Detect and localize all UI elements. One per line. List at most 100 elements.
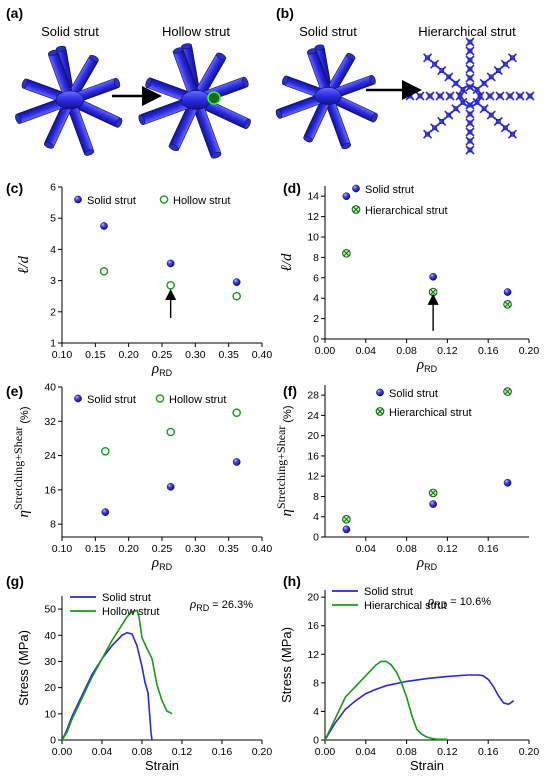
hier-bar-b-5-2 — [451, 104, 461, 114]
hier-node-4-4 — [467, 129, 473, 135]
hier-node-1-3 — [488, 74, 494, 80]
y-tick-label-g-4: 40 — [44, 630, 56, 642]
hier-bar-b-4-5 — [465, 136, 475, 146]
annotation-value-h: = 10.6% — [447, 596, 491, 608]
point-e-0-0 — [101, 508, 110, 516]
strutB1-hub — [314, 87, 342, 105]
y-tick-label-e-3: 32 — [44, 416, 56, 428]
strutA1-rod-8-end — [47, 49, 58, 57]
x-tick-label-f-0: 0.04 — [356, 543, 377, 555]
legend-entry-h-0: Solid strut — [332, 586, 413, 598]
x-tick-label-d-1: 0.04 — [356, 345, 377, 357]
hier-bar-b-1-2 — [479, 78, 489, 88]
hier-bar-b-4-2 — [465, 109, 475, 119]
series-e-1 — [101, 408, 241, 456]
series-e-0 — [101, 458, 241, 516]
hier-cell-6-6 — [405, 91, 415, 101]
y-tick-label-c-0: 1 — [50, 338, 56, 350]
legend-marker-c-1 — [159, 195, 169, 204]
point-d-1-0 — [342, 248, 351, 258]
strutA2-hub — [181, 90, 212, 110]
y-tick-label-f-5: 20 — [307, 430, 319, 442]
x-tick-label-d-4: 0.16 — [478, 345, 499, 357]
strutA2-rod-3-end — [243, 118, 251, 130]
x-tick-label-f-2: 0.12 — [437, 543, 458, 555]
panel-a-illustration: (a) Solid strut Hollow strut — [6, 5, 251, 159]
legend-entry-h-1: Hierarchical strut — [332, 600, 447, 612]
chart-e: (e) 0.10 0.15 0.20 0.25 0.30 0.35 0.40 8 16 24 32 40… — [6, 382, 272, 573]
line-g-0 — [61, 631, 153, 741]
legend-entry-d-1: Hierarchical strut — [351, 205, 448, 217]
panel-label-h: (h) — [283, 573, 301, 589]
y-tick-label-f-3: 12 — [307, 471, 319, 483]
hier-bar-b-1-4 — [493, 65, 503, 76]
x-axis-label-e: ρRD — [151, 555, 173, 572]
y-tick-label-d-7: 14 — [307, 191, 319, 203]
hier-bar-b-7-4 — [437, 65, 447, 76]
hier-node-5-6 — [425, 131, 430, 137]
panel-a-left-caption: Solid strut — [41, 24, 99, 39]
annotation-sym-h: ρ — [427, 593, 434, 608]
point-f-0-1 — [429, 500, 437, 508]
hier-node-7-2 — [453, 80, 459, 86]
y-tick-label-f-4: 16 — [307, 450, 319, 462]
legend-entry-g-0: Solid strut — [70, 592, 151, 604]
y-axis-label-sup-f: Stretching+Shear — [274, 426, 288, 509]
solid-strut-lattice-b — [275, 44, 378, 150]
hier-node-5-4 — [439, 119, 445, 124]
legend-label-c-0: Solid strut — [87, 195, 136, 207]
y-tick-label-g-2: 20 — [44, 682, 56, 694]
strutA2-rod-4 — [191, 98, 222, 159]
hier-node-2-3 — [497, 93, 503, 99]
x-tick-label-g-0: 0.00 — [52, 746, 73, 758]
strutB1-rod-5-end — [303, 135, 313, 143]
hier-cell-4-3 — [465, 118, 475, 128]
line-h-0 — [324, 674, 515, 741]
strutB1-rod-4-end — [341, 142, 352, 150]
x-tick-label-f-1: 0.08 — [396, 543, 417, 555]
x-axis-label-h: Strain — [410, 758, 444, 773]
hier-node-7-5 — [432, 61, 438, 67]
y-tick-label-f-0: 0 — [313, 532, 319, 544]
hier-bar-b-2-2 — [485, 91, 495, 101]
hier-bar-b-3-3 — [486, 110, 496, 120]
hier-cell-7-2 — [451, 78, 461, 88]
x-axis-label-sub-f: RD — [424, 562, 437, 572]
hier-bar-b-6-4 — [425, 91, 435, 101]
legend-marker-c-0 — [74, 195, 82, 204]
strutB1-rod-7-end — [281, 75, 289, 86]
hier-cell-5-3 — [444, 110, 454, 120]
hier-cell-6-4 — [425, 91, 435, 101]
hier-hub — [459, 85, 481, 107]
y-axis-label-g: Stress (MPa) — [16, 630, 31, 706]
hier-cell-0-2 — [465, 73, 475, 83]
panel-a-label: (a) — [6, 5, 23, 21]
x-tick-label-h-3: 0.12 — [437, 746, 458, 758]
hier-node-3-2 — [481, 106, 487, 112]
hier-cell-0-3 — [465, 64, 475, 74]
y-axis-label-sym-f: η — [279, 509, 295, 516]
point-f-0-0 — [342, 525, 351, 534]
strutA2-rod-6-end — [138, 114, 145, 126]
x-tick-label-e-2: 0.20 — [118, 543, 139, 555]
x-tick-label-e-1: 0.15 — [85, 543, 106, 555]
hier-cell-2-5 — [515, 91, 525, 101]
line-g-1 — [61, 609, 173, 741]
hier-node-1-2 — [481, 80, 487, 86]
y-tick-label-h-5: 20 — [307, 592, 319, 604]
x-tick-label-h-4: 0.16 — [478, 746, 499, 758]
series-g-0 — [61, 631, 153, 741]
y-tick-label-h-0: 0 — [313, 735, 319, 747]
series-c-0 — [100, 222, 241, 287]
hier-cell-1-3 — [486, 72, 496, 82]
hier-bar-b-3-6 — [507, 129, 517, 139]
hier-cell-3-2 — [479, 104, 489, 114]
y-tick-label-c-3: 4 — [50, 244, 56, 256]
hier-cell-6-5 — [415, 91, 425, 101]
strutA1-rod-5-end — [43, 141, 54, 149]
x-tick-label-c-3: 0.25 — [152, 349, 173, 361]
hier-cell-5-2 — [451, 104, 461, 114]
y-tick-label-e-0: 8 — [50, 519, 56, 531]
legend-entry-d-0: Solid strut — [352, 184, 414, 196]
x-tick-label-h-0: 0.00 — [315, 746, 336, 758]
